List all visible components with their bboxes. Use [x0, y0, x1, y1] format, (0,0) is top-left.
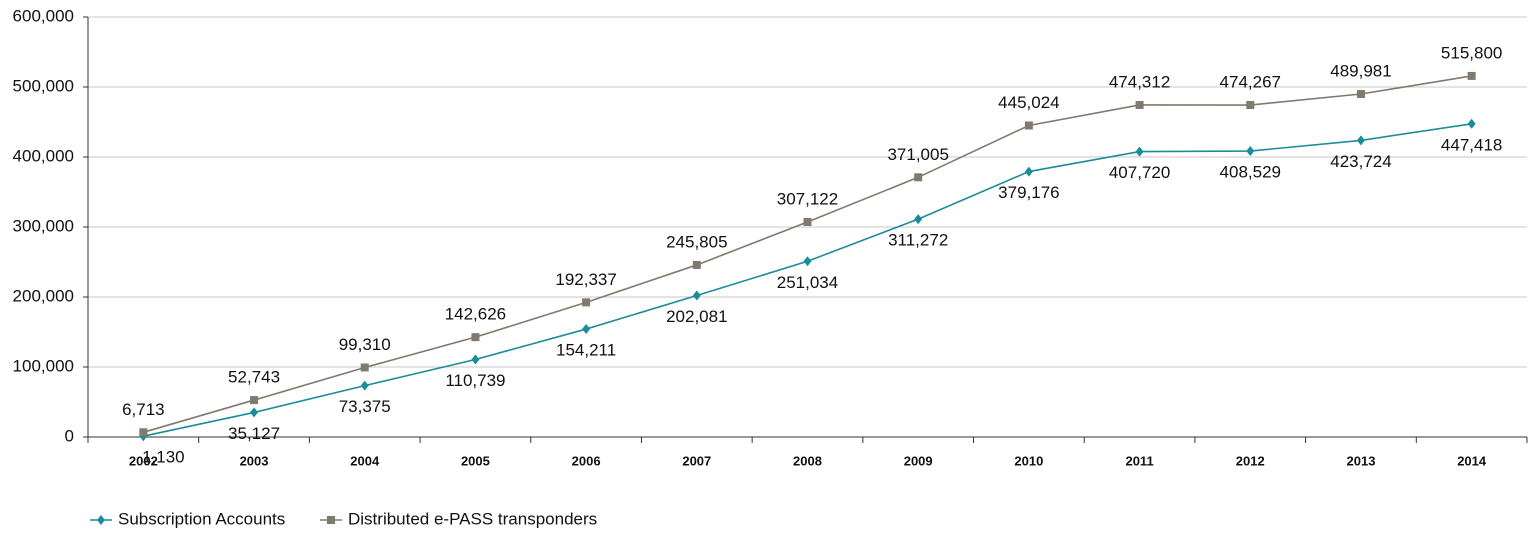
data-label: 192,337: [555, 270, 616, 289]
marker: [1024, 166, 1033, 177]
data-label: 474,312: [1109, 72, 1170, 91]
data-label: 371,005: [887, 145, 948, 164]
data-label: 251,034: [777, 273, 838, 292]
marker: [803, 218, 812, 227]
marker: [1246, 101, 1255, 110]
y-tick-label: 600,000: [13, 6, 74, 25]
data-label: 110,739: [445, 371, 505, 390]
data-label: 1,130: [142, 448, 185, 467]
marker: [1467, 71, 1476, 80]
y-tick-label: 100,000: [13, 356, 74, 375]
x-tick-label: 2007: [682, 453, 711, 468]
marker: [1135, 100, 1144, 109]
data-label: 245,805: [666, 232, 727, 251]
data-label: 423,724: [1330, 152, 1391, 171]
marker: [471, 354, 480, 365]
data-label: 154,211: [556, 341, 616, 360]
x-tick-label: 2005: [461, 453, 490, 468]
x-tick-label: 2014: [1457, 453, 1487, 468]
marker: [692, 290, 701, 301]
x-tick-label: 2003: [240, 453, 269, 468]
marker: [327, 516, 335, 524]
data-label: 142,626: [445, 305, 506, 324]
marker: [914, 214, 923, 225]
data-label: 489,981: [1330, 61, 1391, 80]
data-label: 6,713: [122, 400, 165, 419]
marker: [1356, 90, 1365, 99]
y-tick-label: 200,000: [13, 286, 74, 305]
y-tick-label: 400,000: [13, 146, 74, 165]
data-label: 408,529: [1220, 163, 1281, 182]
x-tick-label: 2002: [129, 453, 158, 468]
marker: [97, 515, 105, 525]
data-label: 202,081: [666, 307, 727, 326]
x-tick-label: 2012: [1236, 453, 1265, 468]
data-label: 311,272: [888, 231, 948, 250]
legend-label: Subscription Accounts: [118, 509, 285, 528]
data-label: 35,127: [228, 424, 280, 443]
data-label: 447,418: [1441, 135, 1502, 154]
data-label: 445,024: [998, 93, 1059, 112]
marker: [471, 333, 480, 342]
marker: [139, 428, 148, 437]
marker: [250, 407, 259, 418]
line: [143, 75, 1472, 434]
marker: [582, 324, 591, 335]
data-label: 515,800: [1441, 43, 1502, 62]
data-label: 379,176: [998, 183, 1059, 202]
x-tick-label: 2008: [793, 453, 822, 468]
marker: [692, 260, 701, 269]
marker: [1356, 135, 1365, 146]
marker: [1246, 146, 1255, 157]
y-tick-label: 300,000: [13, 216, 74, 235]
data-label: 307,122: [777, 189, 838, 208]
x-tick-label: 2009: [904, 453, 933, 468]
data-label: 99,310: [339, 335, 391, 354]
marker: [803, 256, 812, 267]
marker: [1467, 118, 1476, 129]
x-tick-label: 2013: [1347, 453, 1376, 468]
marker: [914, 173, 923, 182]
legend-label: Distributed e-PASS transponders: [348, 509, 597, 528]
x-tick-label: 2004: [350, 453, 380, 468]
data-label: 407,720: [1109, 163, 1170, 182]
marker: [360, 380, 369, 391]
data-label: 52,743: [228, 368, 280, 387]
marker: [360, 363, 369, 372]
data-label: 73,375: [339, 397, 391, 416]
marker: [582, 298, 591, 307]
data-label: 474,267: [1220, 72, 1281, 91]
x-tick-label: 2011: [1125, 453, 1153, 468]
x-tick-label: 2006: [572, 453, 601, 468]
y-tick-label: 500,000: [13, 76, 74, 95]
x-tick-label: 2010: [1014, 453, 1043, 468]
y-tick-label: 0: [65, 426, 74, 445]
marker: [1135, 146, 1144, 157]
marker: [250, 396, 259, 405]
marker: [1024, 121, 1033, 130]
